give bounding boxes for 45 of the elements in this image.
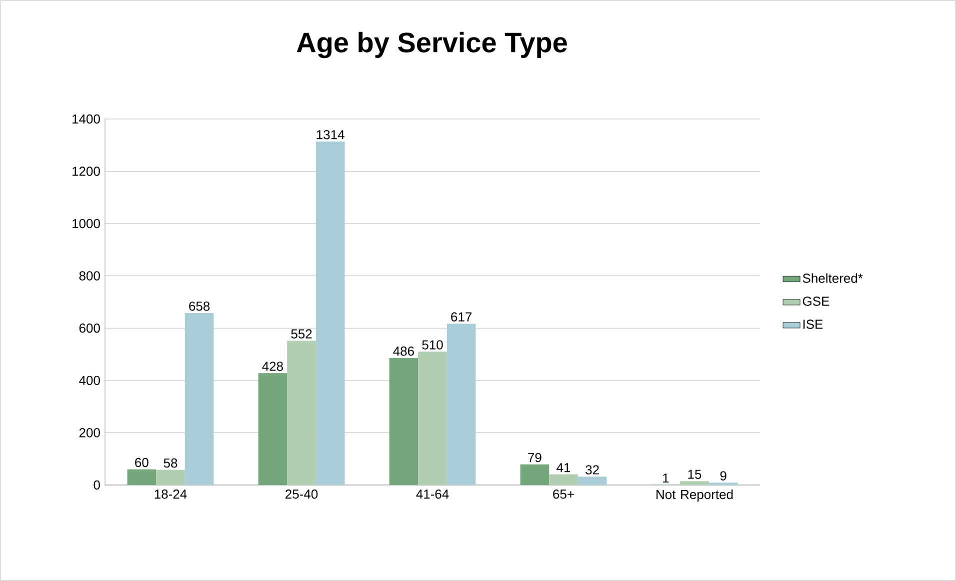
data-label: 58 [164,458,178,468]
data-label: 1 [663,474,669,483]
legend-label: GSE [802,296,830,306]
bar [680,481,709,485]
x-tick-label: 65+ [553,490,574,499]
data-label: 617 [451,312,472,322]
data-label: 32 [586,465,599,474]
bar [316,141,345,485]
bar [258,373,288,485]
bar [549,474,578,485]
data-label: 1314 [316,130,344,140]
bar [520,464,550,485]
y-tick-label: 400 [79,376,100,386]
x-tick-label: 41-64 [416,490,449,499]
bar [389,358,418,485]
bar [446,324,476,485]
y-tick-label: 1400 [72,114,100,124]
data-label: 658 [189,302,210,311]
data-label: 79 [528,452,542,462]
x-tick-label: Not Reported [656,490,733,502]
y-tick-label: 1000 [72,218,100,228]
data-label: 15 [688,470,702,479]
legend-label: Sheltered* [802,273,863,283]
x-tick-label: 18-24 [154,490,187,499]
bar [127,469,156,485]
y-tick-label: 0 [94,480,100,490]
bar [156,470,185,485]
y-tick-label: 200 [79,428,100,438]
bar [578,476,607,485]
bar [287,340,316,485]
data-label: 486 [393,346,414,356]
data-label: 428 [262,362,283,371]
data-label: 41 [556,463,570,472]
y-tick-label: 600 [79,324,100,333]
data-label: 552 [291,329,312,338]
data-label: 9 [720,471,726,480]
data-label: 510 [422,340,443,350]
y-tick-label: 1200 [72,166,100,176]
y-tick-label: 800 [79,271,100,280]
data-label: 60 [135,458,148,468]
chart-title: Age by Service Type [296,32,567,58]
bar [184,312,214,485]
x-tick-label: 25-40 [286,490,318,499]
legend-label: ISE [803,320,823,329]
bar [418,352,447,485]
